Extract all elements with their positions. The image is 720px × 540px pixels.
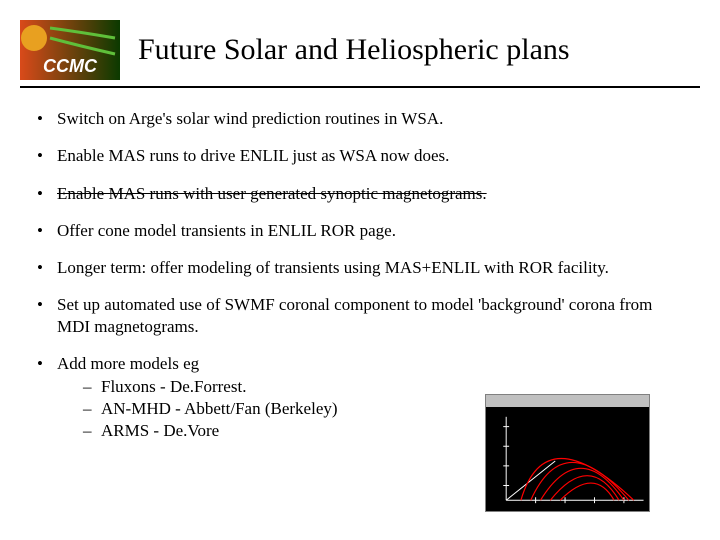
bullet-item: Set up automated use of SWMF coronal com…	[35, 294, 685, 337]
figure-canvas	[486, 407, 649, 511]
bullet-text: Enable MAS runs with user generated syno…	[57, 184, 487, 203]
bullet-text: Offer cone model transients in ENLIL ROR…	[57, 221, 396, 240]
figure-titlebar	[486, 395, 649, 407]
content-area: Switch on Arge's solar wind prediction r…	[0, 88, 720, 442]
bullet-item: Switch on Arge's solar wind prediction r…	[35, 108, 685, 129]
simulation-figure	[485, 394, 650, 512]
ccmc-logo: CCMC	[20, 20, 120, 80]
bullet-item: Enable MAS runs with user generated syno…	[35, 183, 685, 204]
models-lead-text: Add more models eg	[57, 354, 199, 373]
page-title: Future Solar and Heliospheric plans	[138, 33, 570, 67]
bullet-text: Enable MAS runs to drive ENLIL just as W…	[57, 146, 449, 165]
bullet-item: Offer cone model transients in ENLIL ROR…	[35, 220, 685, 241]
bullet-text: Set up automated use of SWMF coronal com…	[57, 295, 652, 335]
bullet-text: Switch on Arge's solar wind prediction r…	[57, 109, 443, 128]
bullet-item: Longer term: offer modeling of transient…	[35, 257, 685, 278]
svg-text:CCMC: CCMC	[43, 56, 98, 76]
bullet-item: Enable MAS runs to drive ENLIL just as W…	[35, 145, 685, 166]
bullet-text: Longer term: offer modeling of transient…	[57, 258, 609, 277]
